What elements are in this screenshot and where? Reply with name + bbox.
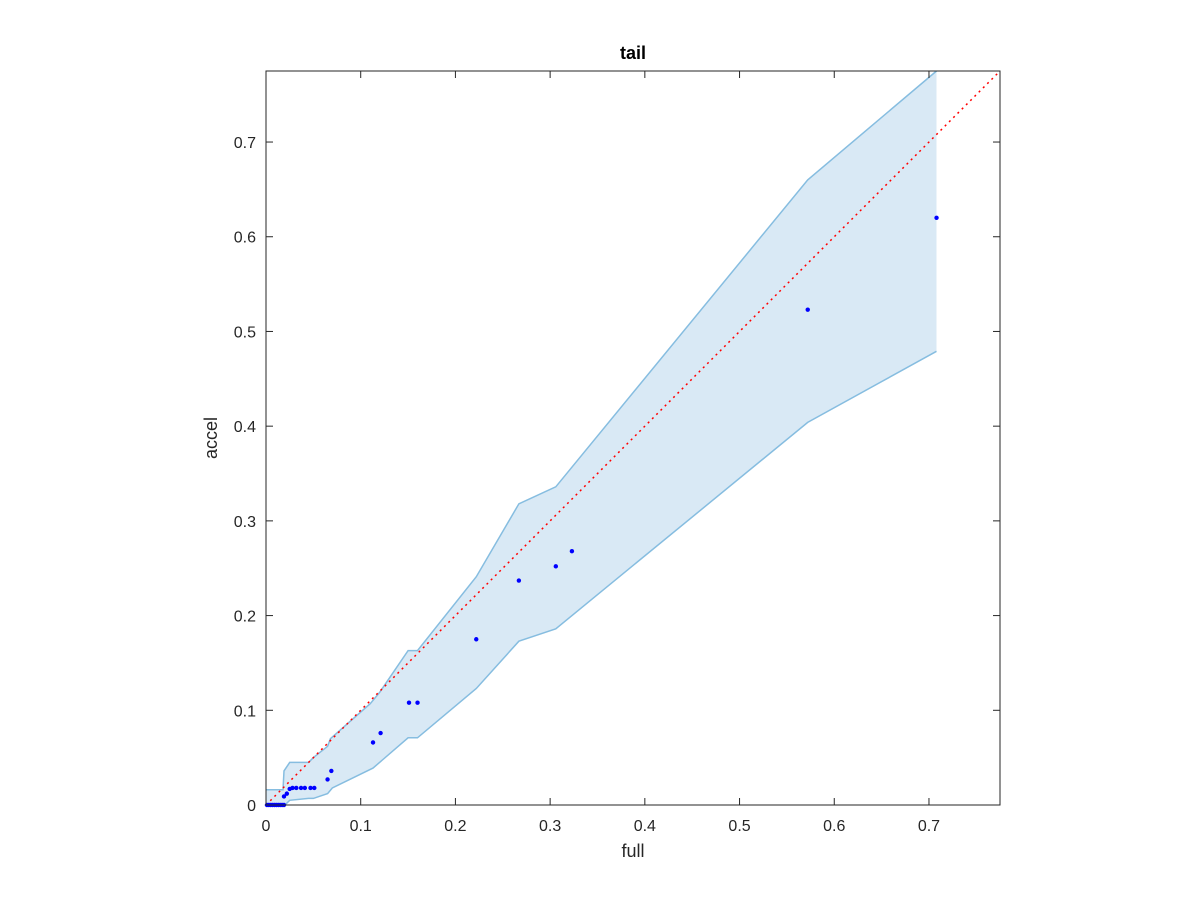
axis-ticks: [265, 71, 1000, 806]
x-tick-label: 0.5: [728, 818, 750, 835]
data-point: [325, 777, 330, 782]
plot-area: [264, 70, 1001, 808]
data-point: [378, 730, 383, 736]
x-tick-label: 0.1: [350, 818, 372, 835]
y-tick-label: 0.1: [234, 703, 256, 720]
y-tick-label: 0.3: [234, 514, 256, 531]
x-axis-label: full: [621, 841, 644, 861]
y-tick-label: 0.2: [234, 609, 256, 626]
x-tick-label: 0.3: [539, 818, 561, 835]
data-point: [370, 740, 376, 745]
y-tick-label: 0.7: [234, 135, 256, 152]
data-point: [805, 307, 810, 312]
data-point: [284, 791, 290, 796]
y-axis-tick-labels: 0 0.1 0.2 0.3 0.4 0.5 0.6 0.7: [234, 135, 256, 815]
reference-line: [265, 70, 1001, 806]
data-point: [329, 768, 334, 774]
y-tick-label: 0.6: [234, 230, 256, 247]
data-point: [312, 785, 317, 791]
chart-title: tail: [620, 43, 646, 63]
confidence-band: [266, 71, 937, 805]
data-point: [406, 700, 412, 705]
data-point: [294, 785, 299, 791]
x-axis-tick-labels: 0 0.1 0.2 0.3 0.4 0.5 0.6 0.7: [262, 818, 941, 835]
data-point: [569, 548, 575, 554]
data-point: [553, 564, 559, 569]
data-point: [302, 785, 308, 791]
data-point: [516, 578, 522, 583]
data-point: [298, 785, 304, 791]
axes-box: [265, 70, 1001, 806]
y-tick-label: 0.5: [234, 324, 256, 341]
x-tick-label: 0.6: [823, 818, 845, 835]
data-point: [290, 785, 295, 791]
x-tick-label: 0.2: [444, 818, 466, 835]
data-point: [474, 637, 479, 642]
y-tick-label: 0: [247, 798, 256, 815]
x-tick-label: 0.7: [918, 818, 940, 835]
x-tick-label: 0: [262, 818, 271, 835]
y-tick-label: 0.4: [234, 419, 256, 436]
data-point: [415, 700, 420, 705]
data-point: [308, 785, 313, 791]
data-point: [281, 794, 287, 799]
confidence-band-upper-edge: [266, 70, 937, 791]
confidence-band-lower-edge: [266, 350, 937, 806]
data-point: [934, 215, 939, 220]
y-axis-label: accel: [201, 417, 221, 459]
x-tick-label: 0.4: [634, 818, 656, 835]
